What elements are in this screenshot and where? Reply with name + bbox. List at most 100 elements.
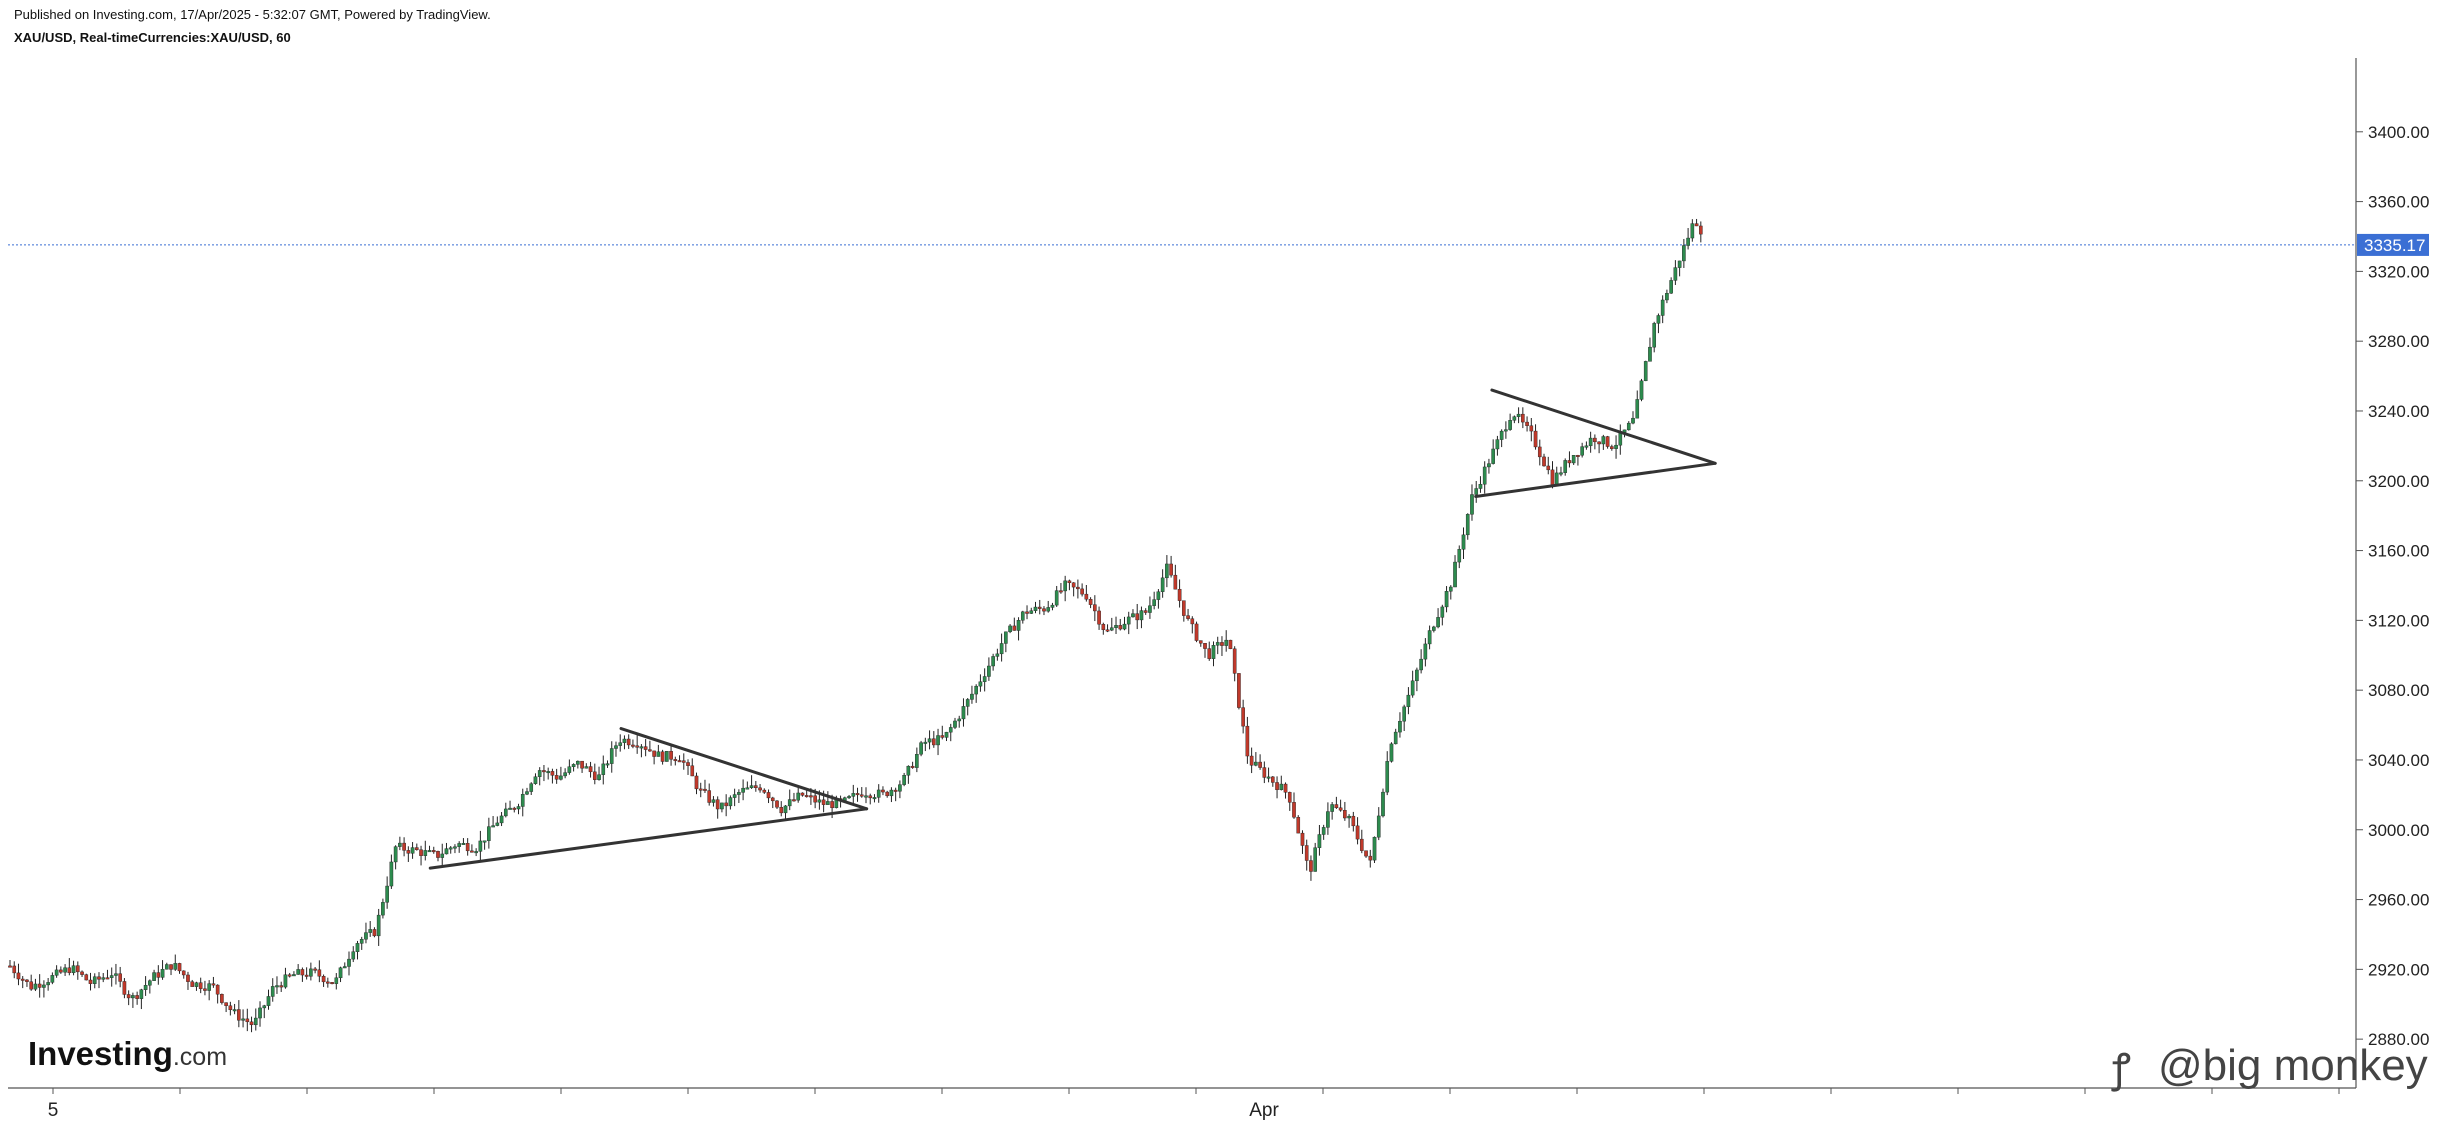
candle-body-up (393, 846, 398, 863)
candle (1334, 796, 1339, 809)
candle (1376, 807, 1381, 841)
candle-body-down (592, 771, 597, 780)
candle-body-up (1139, 610, 1144, 621)
candle (1275, 776, 1279, 799)
candle (1699, 221, 1703, 243)
candle (1614, 435, 1618, 459)
candle-body-up (389, 861, 394, 887)
candle (1059, 583, 1063, 594)
candle (1173, 564, 1178, 590)
candle (215, 984, 220, 1004)
candle (1563, 458, 1568, 476)
candle-body-down (758, 787, 762, 791)
candle-body-up (92, 976, 97, 984)
candle (245, 1008, 250, 1032)
candle (1207, 641, 1212, 661)
candle (326, 977, 330, 988)
candle-body-down (224, 1002, 228, 1006)
candle (703, 779, 707, 793)
candle-body-up (872, 797, 877, 800)
candle (885, 790, 889, 798)
candle (1165, 555, 1169, 588)
candle-body-up (46, 982, 50, 986)
triangle-2-upper[interactable] (1490, 388, 1717, 465)
candle (1643, 360, 1648, 382)
candle-body-up (1563, 460, 1568, 473)
candle-body-down (16, 972, 21, 980)
candle-body-down (859, 794, 864, 797)
candle (194, 981, 199, 991)
candle-body-up (173, 963, 178, 970)
triangle-1-lower[interactable] (428, 807, 869, 870)
candle-body-down (635, 745, 639, 748)
candle (1211, 641, 1216, 667)
candle-body-up (953, 720, 957, 728)
candle (164, 962, 169, 970)
candle-body-up (478, 840, 483, 852)
candle (381, 898, 385, 919)
candle (1262, 761, 1267, 784)
candle-body-down (821, 799, 826, 805)
candle (1423, 638, 1428, 667)
candle (1648, 337, 1652, 362)
candle-body-down (1097, 610, 1101, 625)
candle (355, 940, 360, 960)
candle-body-up (423, 850, 428, 856)
candle-body-up (164, 964, 169, 970)
candle (614, 741, 618, 757)
candle (457, 841, 461, 853)
candle-body-up (957, 718, 962, 722)
candle-body-up (283, 974, 288, 988)
candle-body-up (1652, 323, 1657, 348)
candle-body-up (787, 799, 792, 807)
candle (97, 972, 101, 989)
triangle-1-upper[interactable] (619, 727, 869, 811)
watermark-handle: @big monkey (2158, 1041, 2428, 1090)
candle-body-up (601, 763, 606, 775)
candle-body-up (711, 799, 716, 803)
candle-body-down (643, 746, 648, 750)
candle (745, 781, 750, 790)
candle-body-down (245, 1018, 250, 1023)
candle-body-down (1283, 783, 1288, 793)
candle-body-up (1673, 267, 1678, 281)
candle-body-down (766, 792, 771, 799)
candle (1203, 643, 1207, 658)
candle-body-up (1571, 455, 1576, 464)
candle-body-up (63, 967, 67, 973)
candle (580, 760, 584, 773)
candle-body-up (1326, 811, 1330, 828)
candle (1512, 415, 1517, 424)
candle (542, 765, 546, 782)
candle-body-up (258, 1007, 262, 1019)
candle-body-up (1148, 605, 1152, 613)
candle-body-up (927, 738, 932, 743)
triangle-2-lower[interactable] (1474, 461, 1717, 498)
candle (872, 794, 877, 803)
candle (1537, 439, 1542, 466)
candle (75, 961, 80, 980)
candle (605, 760, 610, 768)
candle-body-up (1478, 484, 1483, 489)
candle-body-down (181, 970, 186, 976)
candle (1610, 444, 1614, 451)
candle-body-up (1601, 436, 1606, 445)
candle (88, 972, 93, 991)
candle (567, 759, 572, 775)
candle-body-up (1436, 617, 1440, 628)
candle-body-up (270, 986, 275, 997)
candle-body-down (436, 851, 440, 858)
candle-body-down (1359, 838, 1364, 851)
candle (1194, 621, 1199, 643)
candle-body-up (898, 784, 902, 792)
candle-body-down (1521, 413, 1525, 423)
candle (1677, 260, 1682, 277)
candle-body-up (42, 984, 46, 988)
candle-body-up (453, 846, 457, 849)
candle-body-up (1423, 643, 1428, 660)
candle (1122, 616, 1127, 631)
candle (1228, 639, 1233, 650)
candle-body-up (1559, 472, 1563, 475)
candle (889, 787, 894, 803)
